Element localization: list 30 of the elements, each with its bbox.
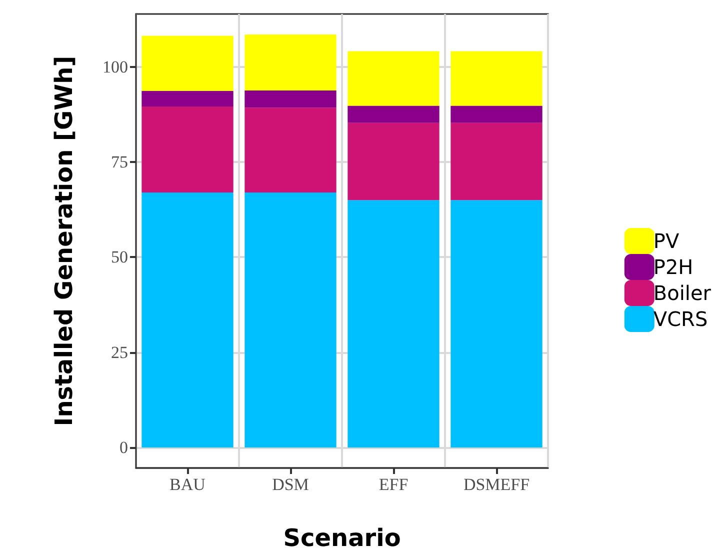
y-tick-label: 75 <box>111 152 128 172</box>
legend-label: P2H <box>653 255 694 279</box>
bar <box>142 90 234 106</box>
bar <box>244 90 336 108</box>
bar <box>450 200 542 448</box>
bar <box>244 34 336 90</box>
y-tick-label: 100 <box>102 57 128 76</box>
x-tick-label: EFF <box>378 475 408 494</box>
bar <box>348 122 440 200</box>
bar <box>142 192 234 448</box>
x-tick-label: BAU <box>170 475 206 494</box>
x-tick-label: DSMEFF <box>463 475 530 494</box>
y-tick-label: 50 <box>111 248 128 267</box>
bar <box>348 51 440 106</box>
legend-label: Boiler <box>653 281 712 305</box>
bar <box>142 106 234 192</box>
bar <box>244 108 336 192</box>
legend-label: PV <box>653 229 680 253</box>
bar <box>450 122 542 200</box>
bar <box>450 51 542 106</box>
bar <box>244 192 336 448</box>
x-tick-label: DSM <box>272 475 309 494</box>
bar <box>450 106 542 123</box>
y-axis-title: Installed Generation [GWh] <box>50 56 78 426</box>
bar <box>348 106 440 123</box>
x-axis-title: Scenario <box>283 524 401 552</box>
bar <box>142 36 234 91</box>
y-tick-label: 0 <box>120 438 128 457</box>
y-tick-label: 25 <box>111 342 128 362</box>
bar <box>348 200 440 448</box>
